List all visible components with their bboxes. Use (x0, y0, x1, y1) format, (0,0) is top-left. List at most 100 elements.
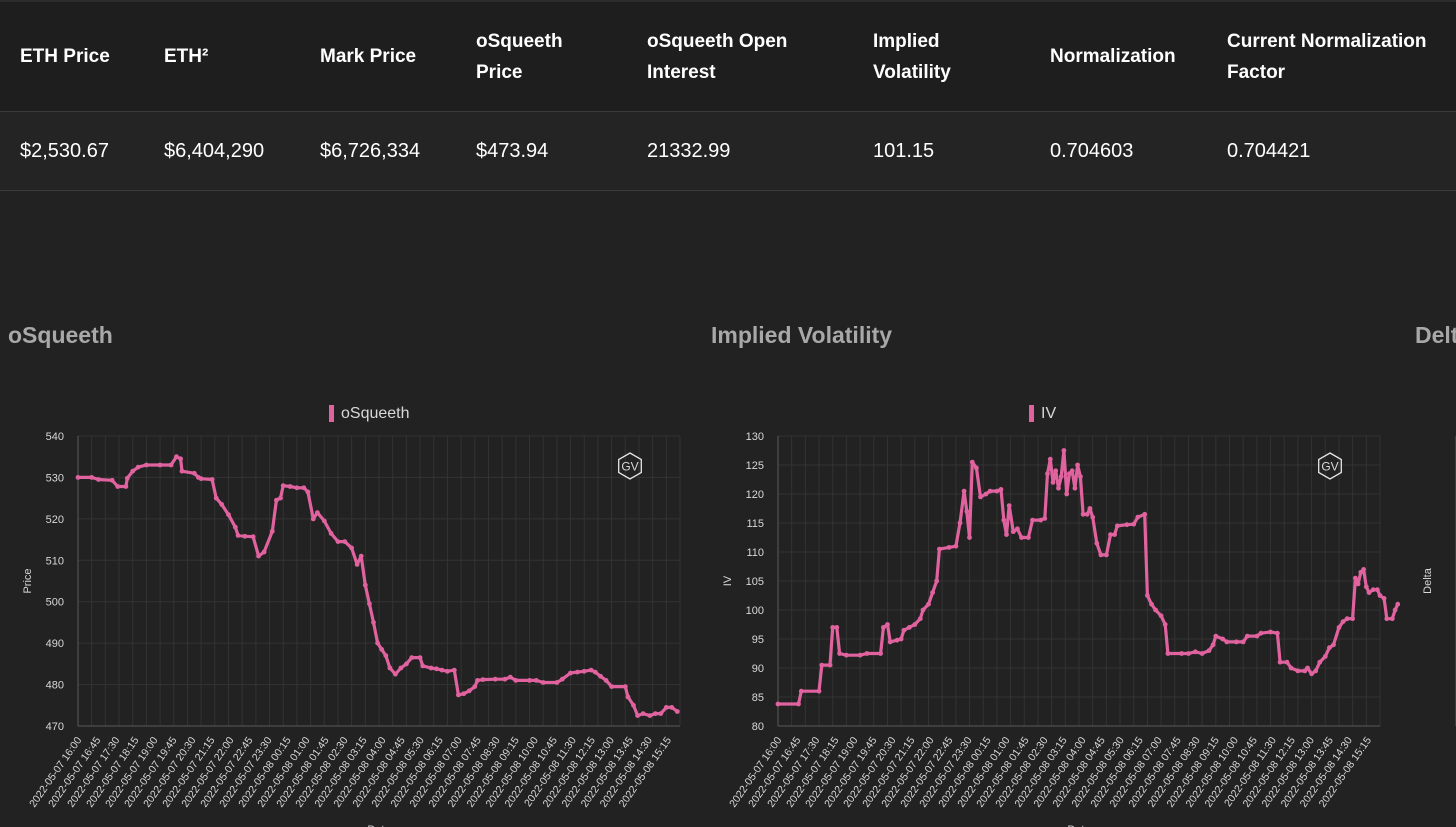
data-point (89, 475, 95, 480)
data-point (1220, 636, 1226, 642)
data-point (669, 705, 675, 710)
osqueeth-y-tick-label: 470 (46, 721, 64, 733)
data-point (1153, 607, 1158, 613)
iv-y-tick-label: 95 (752, 634, 764, 646)
data-point (1305, 665, 1310, 671)
data-point (912, 622, 918, 627)
data-point (1224, 639, 1230, 645)
data-point (1377, 593, 1383, 598)
data-point (609, 684, 614, 689)
data-point (135, 464, 141, 470)
data-point (674, 709, 680, 714)
data-point (472, 684, 478, 689)
data-point (1331, 642, 1336, 648)
data-point (1006, 503, 1012, 508)
iv-watermark-logo: GV (1318, 452, 1342, 480)
data-point (1344, 616, 1350, 622)
data-point (1072, 485, 1078, 491)
data-point (475, 678, 480, 683)
data-point (420, 663, 426, 669)
data-point (1186, 651, 1191, 656)
data-point (466, 688, 472, 694)
osqueeth-section-title: oSqueeth (8, 322, 113, 348)
data-point (559, 676, 565, 682)
data-point (305, 489, 311, 495)
data-point (1355, 581, 1361, 587)
osqueeth-y-tick-label: 520 (46, 514, 64, 526)
data-point (1213, 633, 1219, 639)
data-point (998, 487, 1004, 492)
data-point (1389, 616, 1395, 622)
data-point (1131, 521, 1137, 527)
data-point (371, 620, 376, 625)
data-point (417, 655, 423, 660)
delta-chart-partial: Delta (1422, 436, 1456, 726)
data-point (581, 668, 587, 674)
iv-y-tick-label: 120 (746, 489, 764, 501)
data-point (1019, 535, 1024, 540)
data-point (1001, 517, 1007, 523)
data-point (568, 670, 573, 676)
value-eth-price: $2,530.67 (20, 140, 109, 162)
data-point (898, 636, 904, 642)
data-point (987, 488, 993, 494)
data-point (796, 701, 801, 707)
value-open-interest: 21332.99 (647, 140, 731, 162)
value-implied-volatility: 101.15 (873, 140, 935, 162)
data-point (235, 533, 241, 538)
data-point (124, 475, 130, 481)
data-point (885, 622, 890, 627)
data-point (1350, 616, 1355, 622)
data-point (451, 667, 457, 673)
data-point (926, 601, 931, 607)
data-point (1038, 517, 1044, 523)
data-point (179, 468, 185, 474)
osqueeth-watermark-logo: GV (618, 452, 642, 480)
osqueeth-grid (77, 435, 681, 727)
data-point (917, 616, 923, 622)
data-point (335, 539, 341, 544)
data-point (367, 601, 372, 607)
data-point (1098, 552, 1104, 558)
data-point (157, 462, 163, 468)
data-point (219, 502, 225, 507)
data-point (798, 688, 804, 694)
data-point (640, 711, 646, 716)
iv-y-tick-label: 125 (746, 460, 764, 472)
data-point (1313, 668, 1319, 674)
data-point (1240, 639, 1246, 645)
data-point (1090, 514, 1096, 520)
data-point (1254, 633, 1260, 639)
data-point (178, 456, 184, 462)
data-point (398, 665, 404, 671)
data-point (961, 488, 967, 494)
data-point (428, 665, 434, 671)
data-point (653, 711, 658, 716)
data-point (937, 546, 942, 552)
iv-y-tick-label: 130 (746, 431, 764, 443)
data-point (816, 688, 822, 694)
data-point (969, 459, 975, 465)
data-point (622, 684, 628, 689)
osqueeth-y-tick-label: 510 (46, 555, 64, 567)
data-point (1268, 629, 1273, 635)
data-point (1142, 511, 1148, 517)
data-point (830, 625, 836, 630)
data-point (974, 465, 979, 471)
data-point (1210, 642, 1216, 648)
data-point (1042, 516, 1048, 521)
data-point (1145, 593, 1150, 598)
data-point (256, 553, 261, 559)
header-osqueeth-price: oSqueeth Price (476, 31, 563, 83)
data-point (342, 539, 348, 544)
data-point (983, 491, 989, 497)
osqueeth-y-tick-label: 480 (46, 680, 64, 692)
data-point (1004, 532, 1009, 537)
data-point (294, 485, 300, 491)
data-point (1053, 468, 1059, 474)
data-point (658, 711, 664, 716)
iv-y-tick-label: 100 (746, 605, 764, 617)
data-point (383, 653, 389, 658)
data-point (321, 518, 327, 524)
data-point (456, 692, 461, 698)
